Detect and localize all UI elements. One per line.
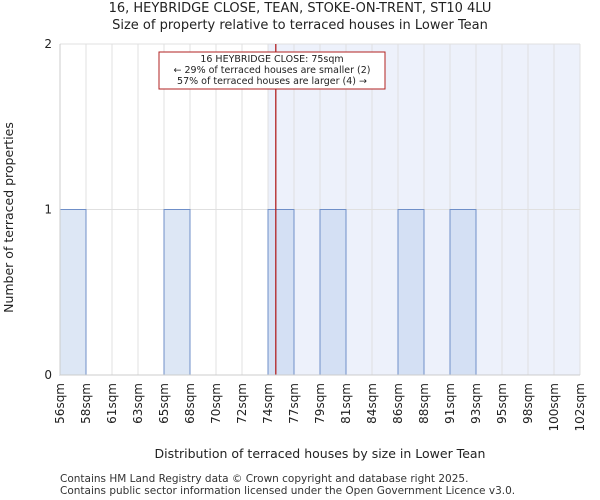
x-tick-label: 63sqm [131, 383, 145, 424]
x-tick-label: 91sqm [443, 383, 457, 424]
x-tick-label: 56sqm [53, 383, 67, 424]
bar-74sqm [267, 209, 295, 376]
x-tick-label: 88sqm [417, 383, 431, 424]
bar-65sqm [163, 209, 191, 376]
x-axis-label: Distribution of terraced houses by size … [155, 446, 486, 461]
annotation-line2: ← 29% of terraced houses are smaller (2) [174, 65, 371, 76]
x-tick-label: 61sqm [105, 383, 119, 424]
x-tick-label: 84sqm [365, 383, 379, 424]
chart-title: 16, HEYBRIDGE CLOSE, TEAN, STOKE-ON-TREN… [108, 1, 492, 16]
x-tick-label: 93sqm [469, 383, 483, 424]
bar-79sqm [319, 209, 347, 376]
y-axis-label: Number of terraced properties [1, 122, 16, 313]
bar-56sqm [59, 209, 87, 376]
x-tick-label: 65sqm [157, 383, 171, 424]
y-tick-label: 2 [44, 37, 52, 51]
chart-subtitle: Size of property relative to terraced ho… [112, 18, 488, 33]
x-tick-label: 72sqm [235, 383, 249, 424]
x-tick-label: 98sqm [521, 383, 535, 424]
x-tick-label: 77sqm [287, 383, 301, 424]
y-tick-label: 1 [44, 203, 52, 217]
annotation-line1: 16 HEYBRIDGE CLOSE: 75sqm [200, 54, 343, 65]
x-tick-label: 81sqm [339, 383, 353, 424]
x-tick-label: 58sqm [79, 383, 93, 424]
annotation-box [158, 51, 386, 90]
x-tick-label: 86sqm [391, 383, 405, 424]
x-tick-label: 74sqm [261, 383, 275, 424]
bar-91sqm [449, 209, 477, 376]
x-tick-label: 102sqm [573, 383, 587, 431]
x-tick-label: 95sqm [495, 383, 509, 424]
x-tick-label: 100sqm [547, 383, 561, 431]
bar-86sqm [397, 209, 425, 376]
x-tick-label: 79sqm [313, 383, 327, 424]
x-tick-label: 68sqm [183, 383, 197, 424]
annotation-line3: 57% of terraced houses are larger (4) → [177, 76, 367, 87]
y-tick-label: 0 [44, 368, 52, 382]
x-tick-label: 70sqm [209, 383, 223, 424]
footer-copyright: Contains HM Land Registry data © Crown c… [60, 473, 469, 485]
bar-chart: 16 HEYBRIDGE CLOSE: 75sqm← 29% of terrac… [1, 37, 587, 461]
footer-licence: Contains public sector information licen… [60, 485, 516, 497]
